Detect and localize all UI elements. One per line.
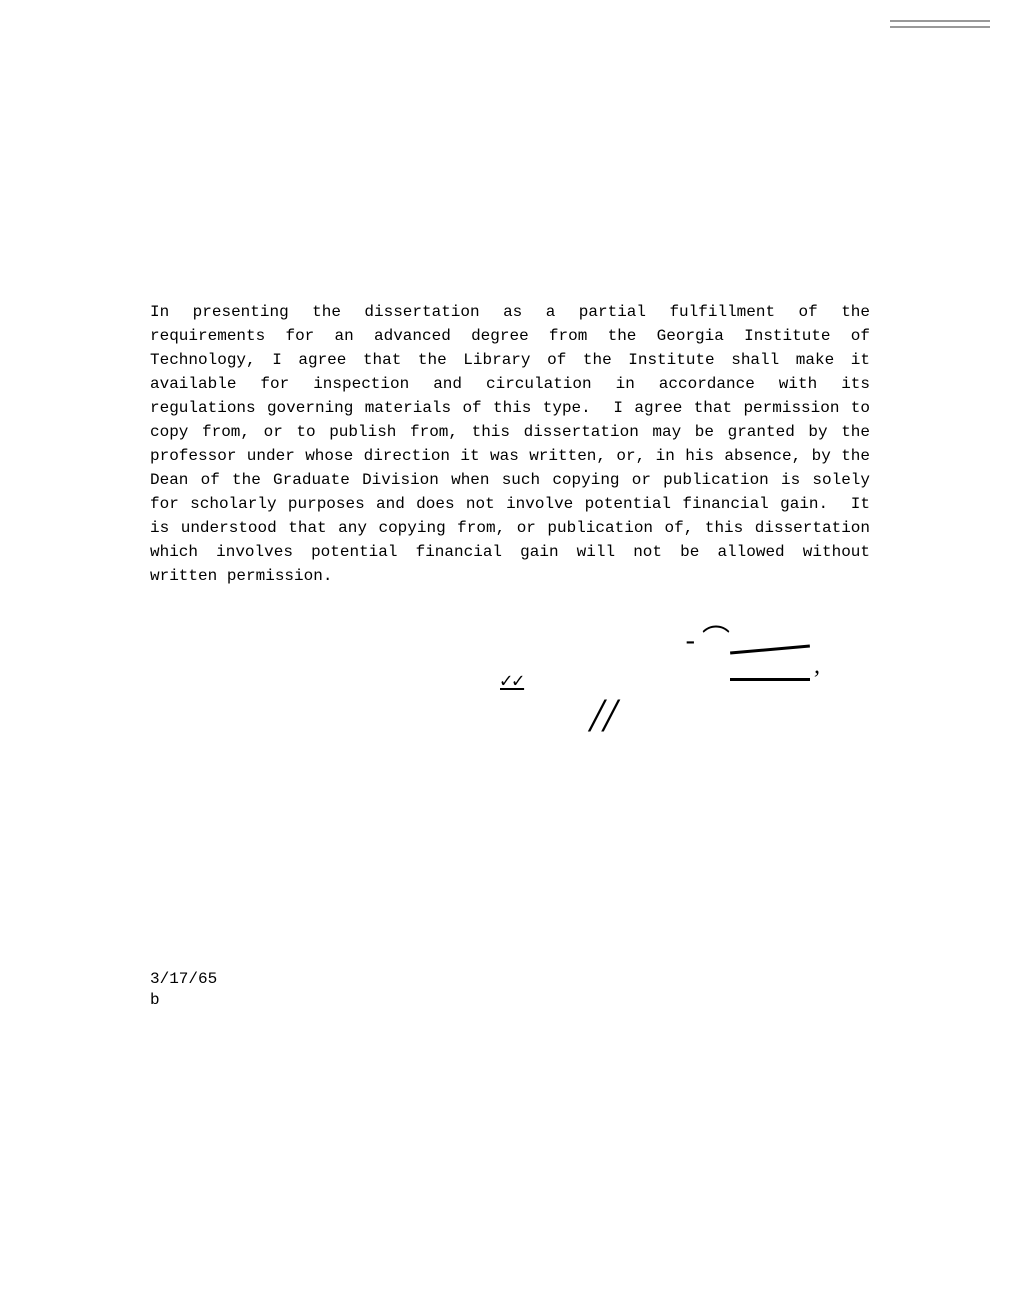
date-block: 3/17/65 b — [150, 969, 217, 1011]
signature-slash-mark: // — [590, 688, 617, 743]
signature-dash-top — [730, 645, 810, 655]
signature-comma-mark: , — [814, 653, 820, 680]
signature-arc-mark: - ⌒ — [686, 618, 730, 658]
dash-prefix: - — [686, 625, 695, 656]
signature-dash-bottom — [730, 678, 810, 681]
date-text: 3/17/65 — [150, 969, 217, 990]
document-page: In presenting the dissertation as a part… — [0, 0, 1020, 818]
arc-glyph: ⌒ — [702, 625, 730, 656]
date-suffix: b — [150, 990, 217, 1011]
signature-area: - ⌒ , ✓✓ // — [150, 618, 870, 818]
signature-check-mark: ✓✓ — [500, 668, 524, 694]
dissertation-permission-text: In presenting the dissertation as a part… — [150, 300, 870, 588]
